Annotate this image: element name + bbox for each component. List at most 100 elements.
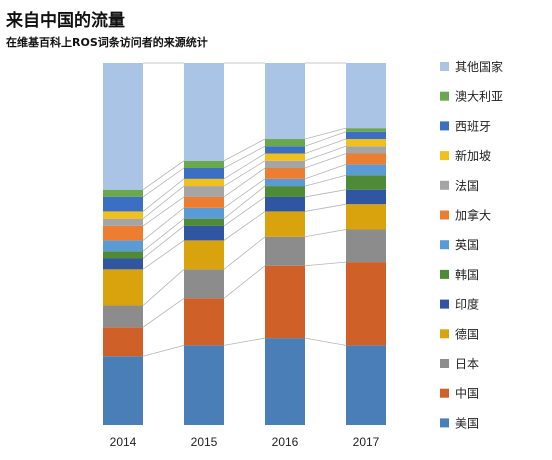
x-tick-label-2015: 2015 xyxy=(191,435,218,449)
legend-label-7: 韩国 xyxy=(455,267,479,282)
legend-swatch-5 xyxy=(440,210,449,220)
x-axis-ticks: 2014 2015 2016 2017 xyxy=(110,435,380,449)
bar-segment-2015-4 xyxy=(184,225,224,241)
bar-segment-2015-2 xyxy=(184,269,224,299)
bar-segment-2016-5 xyxy=(265,186,305,197)
connector-line-2-6 xyxy=(304,163,347,180)
connector-line-2-7 xyxy=(304,153,347,169)
legend-swatch-0 xyxy=(440,62,449,71)
bar-segment-2014-11 xyxy=(103,189,143,197)
bar-segment-2014-9 xyxy=(103,211,143,219)
connector-line-0-6 xyxy=(142,207,185,241)
bar-segment-2014-3 xyxy=(103,269,143,306)
legend-label-12: 美国 xyxy=(455,416,479,430)
bar-segment-2017-8 xyxy=(346,146,386,154)
legend-swatch-1 xyxy=(440,91,449,101)
legend-swatch-3 xyxy=(440,151,449,161)
legend-label-8: 印度 xyxy=(455,297,479,312)
bar-segment-2016-1 xyxy=(265,265,305,339)
bar-segment-2017-5 xyxy=(346,175,386,190)
legend-label-11: 中国 xyxy=(455,386,479,401)
connector-line-2-4 xyxy=(304,189,347,198)
connector-line-2-3 xyxy=(304,203,347,212)
legend-swatch-11 xyxy=(440,388,449,398)
legend-swatch-10 xyxy=(440,359,449,368)
connector-line-1-5 xyxy=(223,185,266,219)
chart-subtitle: 在维基百科上ROS词条访问者的来源统计 xyxy=(6,35,208,49)
bars xyxy=(103,63,386,425)
bar-segment-2015-0 xyxy=(184,345,224,425)
legend-swatch-12 xyxy=(440,418,449,428)
connector-line-0-7 xyxy=(142,196,185,227)
connector-line-0-1 xyxy=(142,297,185,328)
legend-swatch-7 xyxy=(440,269,449,279)
bar-segment-2015-12 xyxy=(184,63,224,161)
connector-line-0-2 xyxy=(142,269,185,306)
connector-lines xyxy=(142,62,347,357)
connector-line-2-11 xyxy=(304,127,347,140)
bar-segment-2016-11 xyxy=(265,139,305,147)
bar-segment-2015-11 xyxy=(184,160,224,168)
legend-swatch-4 xyxy=(440,180,449,190)
bar-segment-2016-0 xyxy=(265,338,305,425)
bar-segment-2016-7 xyxy=(265,167,305,179)
legend-swatch-9 xyxy=(440,329,449,339)
connector-line-2-1 xyxy=(304,261,347,267)
bar-segment-2014-5 xyxy=(103,251,143,259)
bar-segment-2014-0 xyxy=(103,356,143,425)
connector-line-0-5 xyxy=(142,218,185,252)
connector-line-1-3 xyxy=(223,211,266,241)
connector-line-1-7 xyxy=(223,167,266,198)
connector-line-2-2 xyxy=(304,229,347,238)
legend-label-5: 加拿大 xyxy=(455,208,491,223)
x-tick-label-2014: 2014 xyxy=(110,435,137,449)
x-tick-label-2017: 2017 xyxy=(353,435,380,449)
bar-segment-2014-6 xyxy=(103,240,143,252)
bar-segment-2016-12 xyxy=(265,63,305,140)
connector-line-2-9 xyxy=(304,138,347,154)
bar-segment-2015-9 xyxy=(184,178,224,187)
legend-label-10: 日本 xyxy=(455,357,479,371)
connector-line-1-6 xyxy=(223,178,266,209)
bar-segment-2014-8 xyxy=(103,218,143,226)
legend-swatch-6 xyxy=(440,240,449,250)
bar-segment-2017-6 xyxy=(346,164,386,176)
bar-segment-2016-8 xyxy=(265,160,305,168)
bar-segment-2017-4 xyxy=(346,189,386,205)
connector-line-1-0 xyxy=(223,337,266,346)
bar-segment-2016-3 xyxy=(265,211,305,237)
bar-segment-2016-10 xyxy=(265,146,305,154)
bar-segment-2016-9 xyxy=(265,153,305,161)
connector-line-2-5 xyxy=(304,174,347,187)
bar-segment-2014-2 xyxy=(103,305,143,328)
connector-line-0-3 xyxy=(142,240,185,270)
connector-line-1-8 xyxy=(223,160,266,187)
bar-segment-2016-2 xyxy=(265,236,305,266)
bar-segment-2014-12 xyxy=(103,63,143,190)
legend-label-9: 德国 xyxy=(455,326,479,341)
connector-line-0-10 xyxy=(142,167,185,198)
bar-segment-2015-3 xyxy=(184,240,224,270)
bar-segment-2017-2 xyxy=(346,229,386,263)
bar-segment-2016-6 xyxy=(265,178,305,187)
bar-segment-2015-8 xyxy=(184,186,224,197)
connector-line-0-11 xyxy=(142,160,185,191)
connector-line-2-8 xyxy=(304,145,347,162)
connector-line-1-11 xyxy=(223,138,266,162)
legend-label-4: 法国 xyxy=(455,179,479,193)
bar-segment-2017-9 xyxy=(346,139,386,147)
bar-segment-2015-7 xyxy=(184,196,224,208)
bar-segment-2017-3 xyxy=(346,204,386,230)
connector-line-0-8 xyxy=(142,185,185,219)
bar-segment-2017-0 xyxy=(346,345,386,425)
connector-line-1-10 xyxy=(223,145,266,169)
bar-segment-2017-1 xyxy=(346,262,386,346)
legend-label-6: 英国 xyxy=(455,238,479,252)
legend-label-0: 其他国家 xyxy=(455,59,503,74)
legend-label-2: 西班牙 xyxy=(455,119,491,133)
connector-line-1-1 xyxy=(223,265,266,299)
bar-segment-2015-10 xyxy=(184,167,224,179)
bar-segment-2017-11 xyxy=(346,128,386,132)
